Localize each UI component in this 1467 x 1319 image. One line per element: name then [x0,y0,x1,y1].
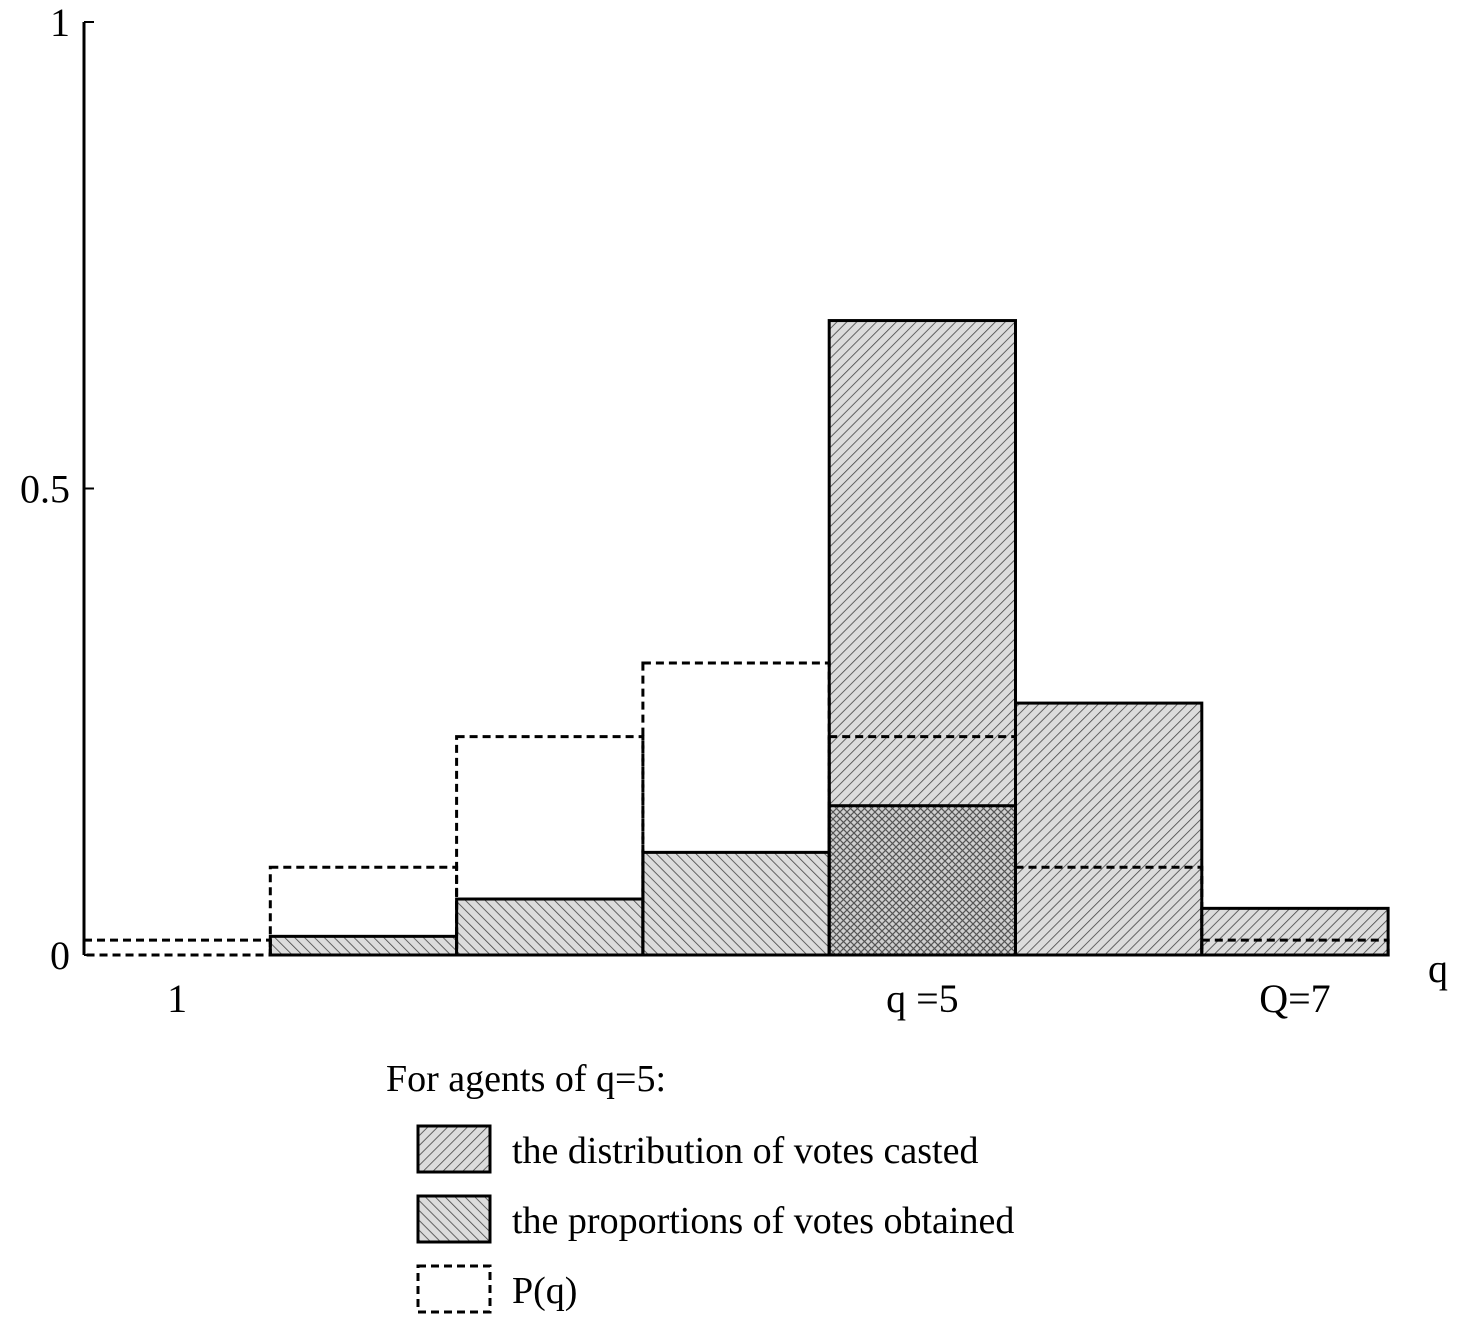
legend-swatch-votes-casted [416,1124,492,1174]
legend-label-votes-obtained: the proportions of votes obtained [512,1200,1014,1242]
legend-label-votes-casted: the distribution of votes casted [512,1130,978,1172]
x-tick-label: 1 [167,976,187,1021]
legend: For agents of q=5: the distribution of v… [386,1058,1014,1314]
y-ticks: 00.51 [20,0,94,978]
legend-swatch-pq [416,1264,492,1314]
bar-votes-casted-q7 [1200,906,1390,957]
bar-votes-casted-q6 [1014,701,1204,957]
overlap-layer [268,804,1018,957]
x-axis-label: q [1428,946,1448,991]
bar-pq-q5 [827,735,1018,957]
x-ticks: 1 q =5 Q=7 [167,976,1331,1021]
pq-layer [82,661,1390,957]
bar-votes-obtained-q5 [827,804,1018,957]
bar-pq-q6 [1014,865,1204,957]
legend-title: For agents of q=5: [386,1058,666,1100]
x-tick-label: q =5 [886,976,959,1021]
bar-pq-q4 [641,661,831,957]
bar-votes-obtained-q2 [268,934,459,957]
bar-pq-q7 [1200,938,1390,957]
bar-votes-obtained-q3 [455,897,645,957]
y-tick-label: 0 [50,933,70,978]
y-tick-label: 0.5 [20,467,70,512]
bar-votes-obtained-q4 [641,850,831,957]
legend-swatch-votes-obtained [416,1194,492,1244]
legend-label-pq: P(q) [512,1270,577,1312]
bar-pq-q2 [268,865,459,957]
y-tick-label: 1 [50,0,70,45]
x-tick-label: Q=7 [1259,976,1330,1021]
bar-pq-q3 [455,735,645,957]
bar-pq-q1 [82,938,272,957]
